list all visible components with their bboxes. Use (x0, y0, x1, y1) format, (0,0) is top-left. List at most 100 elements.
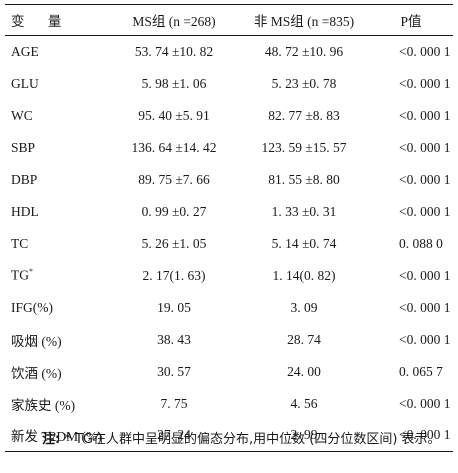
row-non-ms-value-text: 82. 77 ±8. 83 (268, 107, 340, 123)
row-non-ms-value-text: 1. 33 ±0. 31 (271, 203, 337, 219)
row-p-value-text: <0. 000 1 (399, 299, 451, 315)
row-variable: TG* (5, 260, 109, 292)
row-ms-value: 95. 40 ±5. 91 (109, 100, 239, 132)
comparison-table: 变 量 MS组 (n =268) 非 MS组 (n =835) P值 AGE 53… (5, 4, 453, 452)
row-ms-value-text: 95. 40 ±5. 91 (138, 107, 210, 123)
row-p-value: <0. 000 1 (369, 36, 453, 68)
row-p-value: <0. 000 1 (369, 419, 453, 452)
header-variable: 变 量 (5, 4, 109, 36)
row-ms-value: 38. 43 (109, 324, 239, 356)
row-non-ms-value: 1. 14(0. 82) (239, 260, 369, 292)
row-p-value-text: <0. 000 1 (399, 43, 451, 59)
row-variable: 吸烟 (%) (5, 324, 109, 356)
table-header-row: 变 量 MS组 (n =268) 非 MS组 (n =835) P值 (5, 4, 453, 36)
table-row: HDL 0. 99 ±0. 27 1. 33 ±0. 31 <0. 000 1 (5, 196, 453, 228)
row-p-value-text: <0. 000 1 (399, 203, 451, 219)
row-p-value: <0. 000 1 (369, 388, 453, 420)
row-non-ms-value-text: 2. 99 (290, 427, 318, 443)
row-variable-text: 饮酒 (%) (11, 365, 62, 381)
row-ms-value: 5. 26 ±1. 05 (109, 228, 239, 260)
row-variable-text: TC (11, 235, 29, 251)
row-non-ms-value: 28. 74 (239, 324, 369, 356)
row-ms-value-text: 5. 98 ±1. 06 (141, 75, 207, 91)
table-row: WC 95. 40 ±5. 91 82. 77 ±8. 83 <0. 000 1 (5, 100, 453, 132)
row-non-ms-value-text: 3. 09 (290, 299, 318, 315)
header-non-ms-group: 非 MS组 (n =835) (239, 4, 369, 36)
row-p-value: <0. 000 1 (369, 100, 453, 132)
row-ms-value-text: 5. 26 ±1. 05 (141, 235, 207, 251)
row-p-value: <0. 000 1 (369, 196, 453, 228)
row-variable-text: 新发 T2DM (%) (11, 429, 102, 445)
row-variable: IFG(%) (5, 292, 109, 324)
row-ms-value-text: 2. 17(1. 63) (142, 267, 206, 283)
row-non-ms-value-text: 28. 74 (287, 331, 321, 347)
row-p-value: <0. 000 1 (369, 132, 453, 164)
footnote-label: 注: (42, 432, 61, 447)
row-p-value-text: <0. 000 1 (399, 331, 451, 347)
table-row: 吸烟 (%) 38. 43 28. 74 <0. 000 1 (5, 324, 453, 356)
row-p-value: <0. 000 1 (369, 68, 453, 100)
table-row: SBP 136. 64 ±14. 42 123. 59 ±15. 57 <0. 000… (5, 132, 453, 164)
row-variable-text: 吸烟 (%) (11, 333, 62, 349)
table-row: GLU 5. 98 ±1. 06 5. 23 ±0. 78 <0. 000 1 (5, 68, 453, 100)
table-row: IFG(%) 19. 05 3. 09 <0. 000 1 (5, 292, 453, 324)
row-ms-value: 7. 75 (109, 388, 239, 420)
row-variable: 家族史 (%) (5, 388, 109, 420)
row-ms-value-text: 89. 75 ±7. 66 (138, 171, 210, 187)
row-non-ms-value: 82. 77 ±8. 83 (239, 100, 369, 132)
row-non-ms-value-text: 123. 59 ±15. 57 (261, 139, 347, 155)
row-variable-text: WC (11, 107, 33, 123)
row-ms-value-text: 19. 05 (157, 299, 191, 315)
row-non-ms-value: 5. 14 ±0. 74 (239, 228, 369, 260)
data-table-container: 变 量 MS组 (n =268) 非 MS组 (n =835) P值 AGE 53… (5, 4, 453, 452)
row-p-value-text: <0. 000 1 (399, 139, 451, 155)
table-row: 新发 T2DM (%) 27. 24 2. 99 <0. 000 1 (5, 419, 453, 452)
table-row: TG* 2. 17(1. 63) 1. 14(0. 82) <0. 000 1 (5, 260, 453, 292)
row-ms-value-text: 38. 43 (157, 331, 191, 347)
row-p-value: <0. 000 1 (369, 324, 453, 356)
row-ms-value: 19. 05 (109, 292, 239, 324)
row-non-ms-value-text: 24. 00 (287, 363, 321, 379)
row-variable-text: HDL (11, 203, 39, 219)
row-non-ms-value: 5. 23 ±0. 78 (239, 68, 369, 100)
row-ms-value: 0. 99 ±0. 27 (109, 196, 239, 228)
row-variable-text: TG (11, 267, 29, 283)
row-p-value: <0. 000 1 (369, 260, 453, 292)
row-p-value-text: <0. 000 1 (399, 107, 451, 123)
row-non-ms-value-text: 1. 14(0. 82) (272, 267, 336, 283)
table-row: AGE 53. 74 ±10. 82 48. 72 ±10. 96 <0. 000 1 (5, 36, 453, 68)
row-non-ms-value: 2. 99 (239, 419, 369, 452)
row-non-ms-value: 1. 33 ±0. 31 (239, 196, 369, 228)
row-ms-value-text: 30. 57 (157, 363, 191, 379)
row-variable: 新发 T2DM (%) (5, 419, 109, 452)
row-non-ms-value: 3. 09 (239, 292, 369, 324)
row-ms-value-text: 136. 64 ±14. 42 (131, 139, 217, 155)
table-row: DBP 89. 75 ±7. 66 81. 55 ±8. 80 <0. 000 1 (5, 164, 453, 196)
row-non-ms-value: 123. 59 ±15. 57 (239, 132, 369, 164)
row-p-value: 0. 088 0 (369, 228, 453, 260)
row-variable-text: SBP (11, 139, 36, 155)
row-variable-text: 家族史 (%) (11, 397, 76, 413)
row-non-ms-value: 81. 55 ±8. 80 (239, 164, 369, 196)
header-ms-group: MS组 (n =268) (109, 4, 239, 36)
row-ms-value: 53. 74 ±10. 82 (109, 36, 239, 68)
row-variable: SBP (5, 132, 109, 164)
row-non-ms-value: 4. 56 (239, 388, 369, 420)
row-non-ms-value-text: 48. 72 ±10. 96 (264, 43, 344, 59)
table-footnote: 注: * TG在人群中呈明显的偏态分布,用中位数 (四分位数区间) 表示。 (42, 429, 452, 450)
row-variable-text: IFG(%) (11, 299, 53, 315)
row-variable-text: DBP (11, 171, 38, 187)
row-variable: AGE (5, 36, 109, 68)
footnote-text: * TG在人群中呈明显的偏态分布,用中位数 (四分位数区间) 表示。 (64, 432, 441, 447)
row-non-ms-value-text: 5. 14 ±0. 74 (271, 235, 337, 251)
row-variable: DBP (5, 164, 109, 196)
row-p-value-text: <0. 000 1 (399, 427, 451, 443)
row-variable: GLU (5, 68, 109, 100)
row-variable-text: AGE (11, 43, 39, 59)
row-p-value-text: <0. 000 1 (399, 171, 451, 187)
row-ms-value-text: 0. 99 ±0. 27 (141, 203, 207, 219)
row-ms-value-text: 27. 24 (157, 427, 191, 443)
row-non-ms-value: 24. 00 (239, 356, 369, 388)
row-p-value-text: <0. 000 1 (399, 395, 451, 411)
row-p-value-text: 0. 065 7 (399, 363, 443, 379)
